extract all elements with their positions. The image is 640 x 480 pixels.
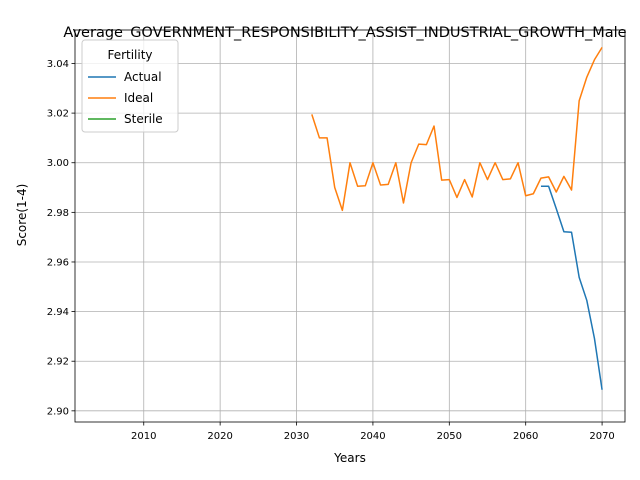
x-tick-label: 2040 <box>360 431 385 442</box>
series-line-actual <box>540 185 603 390</box>
x-axis-label: Years <box>333 451 366 465</box>
y-tick-label: 2.96 <box>47 257 69 268</box>
y-tick-label: 2.90 <box>47 406 69 417</box>
x-tick-label: 2050 <box>437 431 462 442</box>
y-tick-label: 2.92 <box>47 357 69 368</box>
series-line-ideal <box>311 46 603 212</box>
y-axis: 2.90 2.92 2.94 2.96 2.98 3.00 3.02 3.04 <box>47 59 75 417</box>
plot-frame <box>74 29 626 423</box>
legend-label-sterile: Sterile <box>124 112 163 126</box>
legend-label-actual: Actual <box>124 70 162 84</box>
x-axis: 2010 2020 2030 2040 2050 2060 2070 <box>131 422 615 442</box>
x-tick-label: 2060 <box>513 431 538 442</box>
series-layer <box>311 46 603 390</box>
x-tick-label: 2020 <box>207 431 232 442</box>
y-tick-label: 2.98 <box>47 208 69 219</box>
y-tick-label: 3.04 <box>47 59 69 70</box>
y-tick-label: 3.00 <box>47 158 69 169</box>
legend-title: Fertility <box>107 48 152 62</box>
x-tick-label: 2030 <box>284 431 309 442</box>
y-tick-label: 2.94 <box>47 307 69 318</box>
chart-title: Average_GOVERNMENT_RESPONSIBILITY_ASSIST… <box>63 25 626 41</box>
legend: Fertility Actual Ideal Sterile <box>81 39 179 133</box>
legend-box <box>81 39 179 133</box>
legend-label-ideal: Ideal <box>124 91 153 105</box>
y-tick-label: 3.02 <box>47 109 69 120</box>
x-tick-label: 2070 <box>589 431 614 442</box>
x-tick-label: 2010 <box>131 431 156 442</box>
y-axis-label: Score(1-4) <box>15 184 29 247</box>
